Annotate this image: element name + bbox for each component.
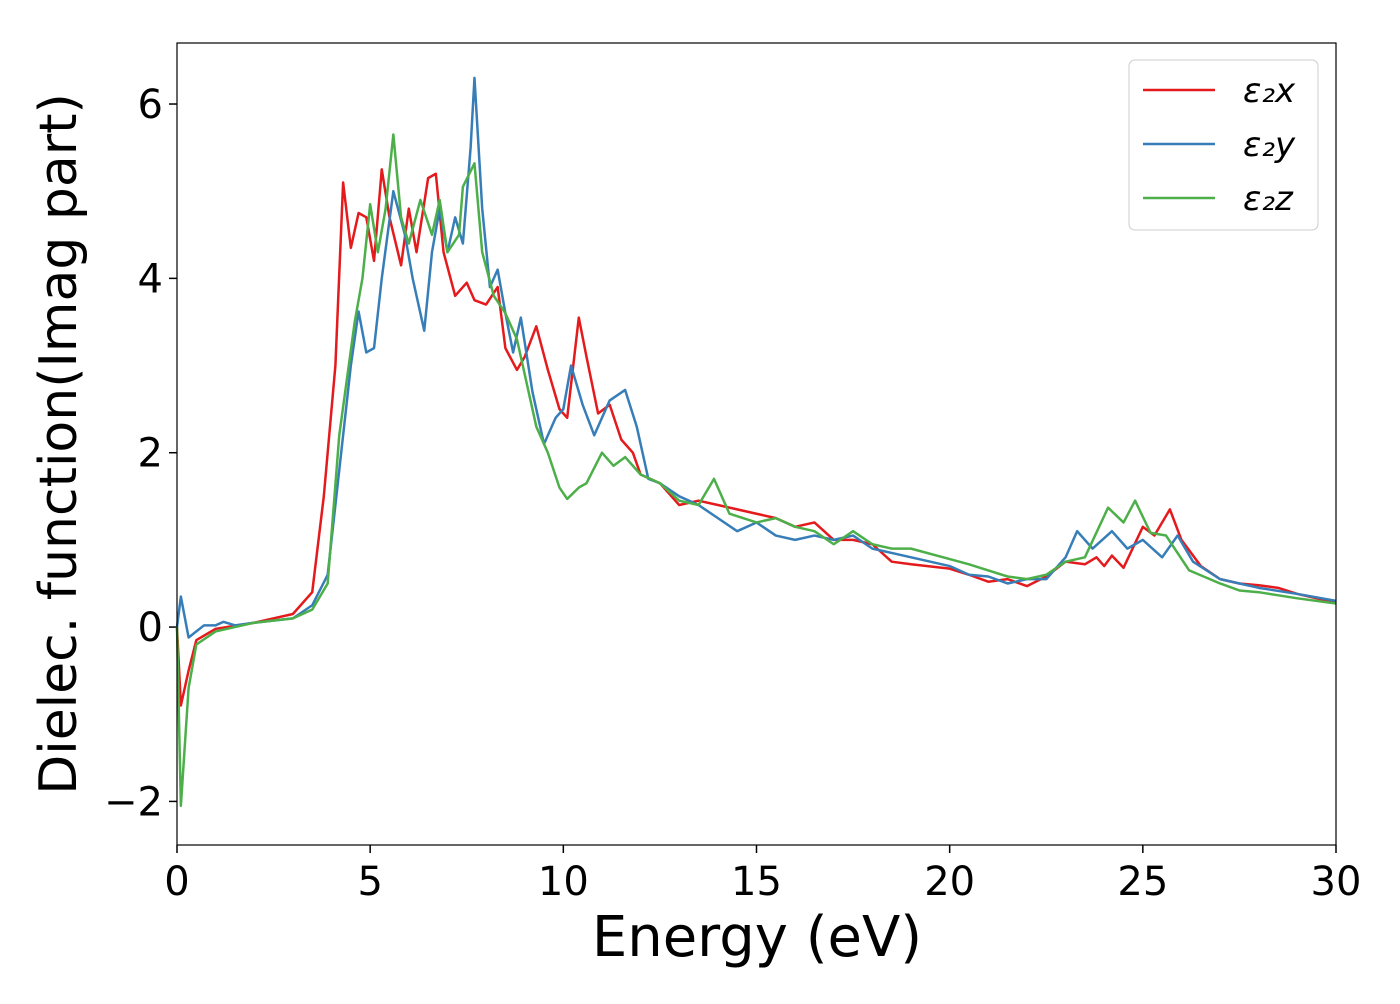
x-tick-label: 15 bbox=[731, 859, 782, 905]
plot-frame bbox=[176, 42, 1337, 846]
x-tick-label: 25 bbox=[1117, 859, 1168, 905]
data-line bbox=[175, 76, 1337, 639]
legend-box bbox=[1128, 59, 1319, 231]
x-axis-label: Energy (eV) bbox=[592, 905, 922, 970]
data-line bbox=[175, 133, 1337, 808]
x-tick-label: 5 bbox=[357, 859, 382, 905]
y-axis-label: Dielec. function(Imag part) bbox=[29, 93, 89, 795]
x-tick-label: 20 bbox=[924, 859, 975, 905]
x-tick-label: 30 bbox=[1311, 859, 1362, 905]
x-tick-label: 0 bbox=[164, 859, 189, 905]
x-tick-label: 10 bbox=[538, 859, 589, 905]
legend-label: ε₂z bbox=[1243, 179, 1294, 219]
y-tick-label: −2 bbox=[104, 779, 163, 825]
y-tick-label: 6 bbox=[138, 82, 163, 128]
legend-label: ε₂x bbox=[1243, 71, 1296, 111]
legend-label: ε₂y bbox=[1243, 125, 1296, 165]
y-tick-label: 2 bbox=[138, 431, 163, 477]
y-tick-label: 4 bbox=[138, 256, 163, 302]
y-tick-label: 0 bbox=[138, 605, 163, 651]
